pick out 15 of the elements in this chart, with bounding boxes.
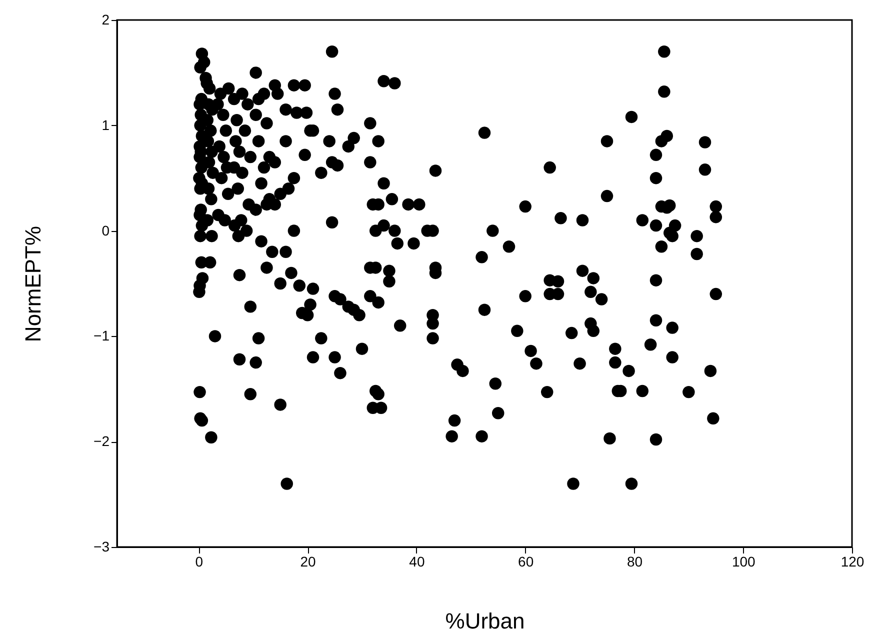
y-tick-label: 1 — [102, 116, 110, 133]
y-tick-label: −1 — [94, 328, 110, 344]
y-tick-label: −3 — [94, 538, 110, 554]
x-tick-label: 20 — [300, 554, 316, 570]
x-tick-label: 120 — [840, 554, 864, 570]
y-tick-label: −2 — [94, 433, 110, 450]
y-axis-title: NormEPT% — [20, 226, 46, 342]
x-tick-label: 80 — [626, 554, 643, 570]
x-axis-title: %Urban — [445, 608, 525, 634]
y-tick-label: 2 — [102, 12, 110, 28]
x-tick-label: 100 — [732, 554, 756, 570]
y-tick-label: 0 — [102, 222, 110, 238]
x-tick-label: 0 — [195, 554, 204, 570]
x-tick-label: 40 — [409, 554, 425, 570]
x-tick-label: 60 — [518, 554, 534, 570]
